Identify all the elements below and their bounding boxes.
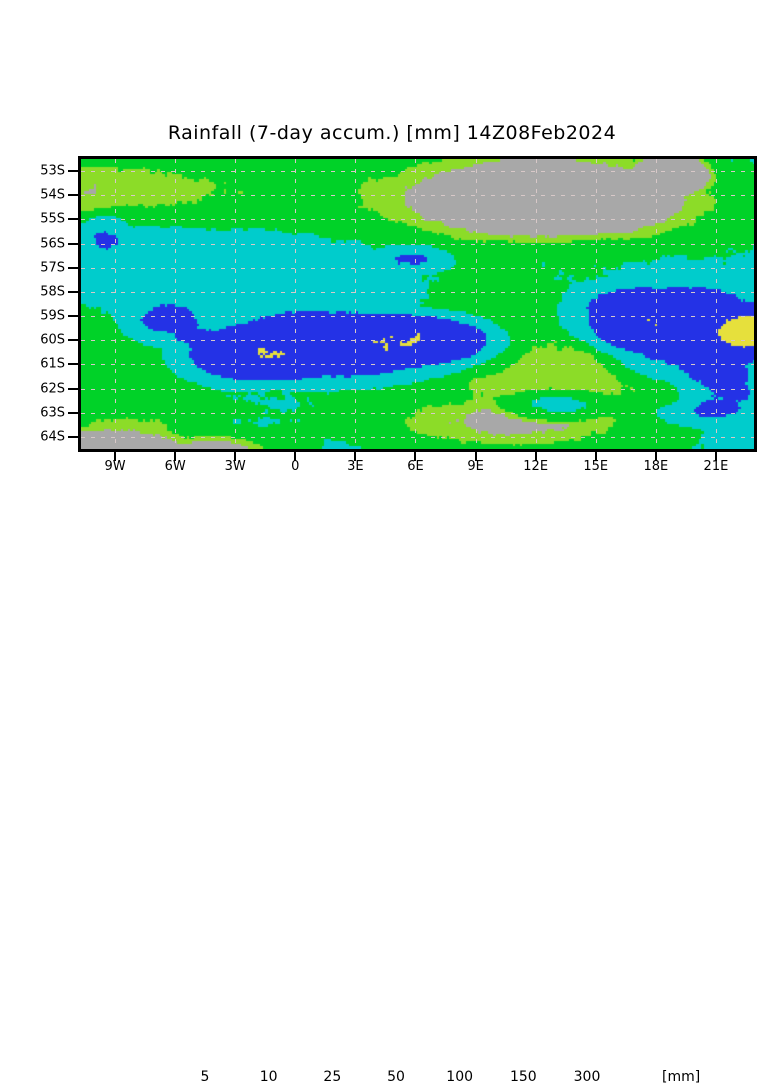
latitude-tick-mark bbox=[68, 411, 78, 414]
colorbar-tick-label: 25 bbox=[323, 1069, 342, 1085]
longitude-tick-label: 9W bbox=[104, 459, 126, 474]
latitude-tick-mark bbox=[68, 387, 78, 390]
longitude-tick-mark bbox=[174, 452, 177, 461]
longitude-tick-label: 9E bbox=[467, 459, 484, 474]
longitude-tick-mark bbox=[654, 452, 657, 461]
latitude-tick-label: 54S bbox=[40, 187, 65, 203]
longitude-tick-mark bbox=[234, 452, 237, 461]
rainfall-raster bbox=[81, 159, 754, 449]
longitude-tick-label: 6E bbox=[407, 459, 424, 474]
rainfall-map-plot bbox=[78, 156, 757, 452]
longitude-tick-mark bbox=[714, 452, 717, 461]
longitude-tick-label: 12E bbox=[523, 459, 549, 474]
latitude-tick-mark bbox=[68, 339, 78, 342]
latitude-tick-label: 56S bbox=[40, 236, 65, 252]
latitude-tick-label: 61S bbox=[40, 356, 65, 372]
longitude-tick-mark bbox=[414, 452, 417, 461]
latitude-tick-mark bbox=[68, 290, 78, 293]
latitude-tick-label: 63S bbox=[40, 405, 65, 421]
longitude-tick-label: 18E bbox=[643, 459, 669, 474]
longitude-tick-label: 21E bbox=[703, 459, 729, 474]
colorbar-tick-label: 150 bbox=[509, 1069, 537, 1085]
longitude-tick-label: 0 bbox=[291, 459, 300, 474]
latitude-tick-mark bbox=[68, 266, 78, 269]
latitude-tick-label: 64S bbox=[40, 429, 65, 445]
longitude-tick-label: 3E bbox=[347, 459, 364, 474]
colorbar-tick-label: 300 bbox=[573, 1069, 601, 1085]
colorbar-tick-label: 5 bbox=[200, 1069, 210, 1085]
latitude-tick-mark bbox=[68, 315, 78, 318]
latitude-tick-mark bbox=[68, 194, 78, 197]
latitude-tick-label: 57S bbox=[40, 260, 65, 276]
latitude-tick-mark bbox=[68, 170, 78, 173]
latitude-tick-label: 59S bbox=[40, 308, 65, 324]
latitude-tick-mark bbox=[68, 218, 78, 221]
colorbar-tick-label: 100 bbox=[446, 1069, 474, 1085]
longitude-tick-label: 3W bbox=[224, 459, 246, 474]
longitude-tick-mark bbox=[294, 452, 297, 461]
colorbar-unit-label: [mm] bbox=[662, 1069, 701, 1085]
longitude-tick-mark bbox=[114, 452, 117, 461]
longitude-tick-label: 6W bbox=[164, 459, 186, 474]
latitude-tick-mark bbox=[68, 363, 78, 366]
colorbar-tick-label: 10 bbox=[259, 1069, 278, 1085]
latitude-tick-label: 62S bbox=[40, 381, 65, 397]
latitude-tick-mark bbox=[68, 242, 78, 245]
colorbar-bands bbox=[0, 520, 784, 560]
latitude-tick-label: 60S bbox=[40, 332, 65, 348]
latitude-tick-label: 58S bbox=[40, 284, 65, 300]
longitude-tick-mark bbox=[474, 452, 477, 461]
longitude-tick-mark bbox=[354, 452, 357, 461]
longitude-tick-label: 15E bbox=[583, 459, 609, 474]
colorbar-tick-label: 50 bbox=[387, 1069, 405, 1085]
latitude-tick-label: 55S bbox=[40, 211, 65, 227]
longitude-tick-mark bbox=[534, 452, 537, 461]
colorbar: [mm] 5 10 25 50 100 150 300 bbox=[0, 520, 784, 1085]
latitude-tick-mark bbox=[68, 435, 78, 438]
chart-title: Rainfall (7-day accum.) [mm] 14Z08Feb202… bbox=[167, 122, 617, 144]
latitude-tick-label: 53S bbox=[40, 163, 65, 179]
longitude-tick-mark bbox=[594, 452, 597, 461]
